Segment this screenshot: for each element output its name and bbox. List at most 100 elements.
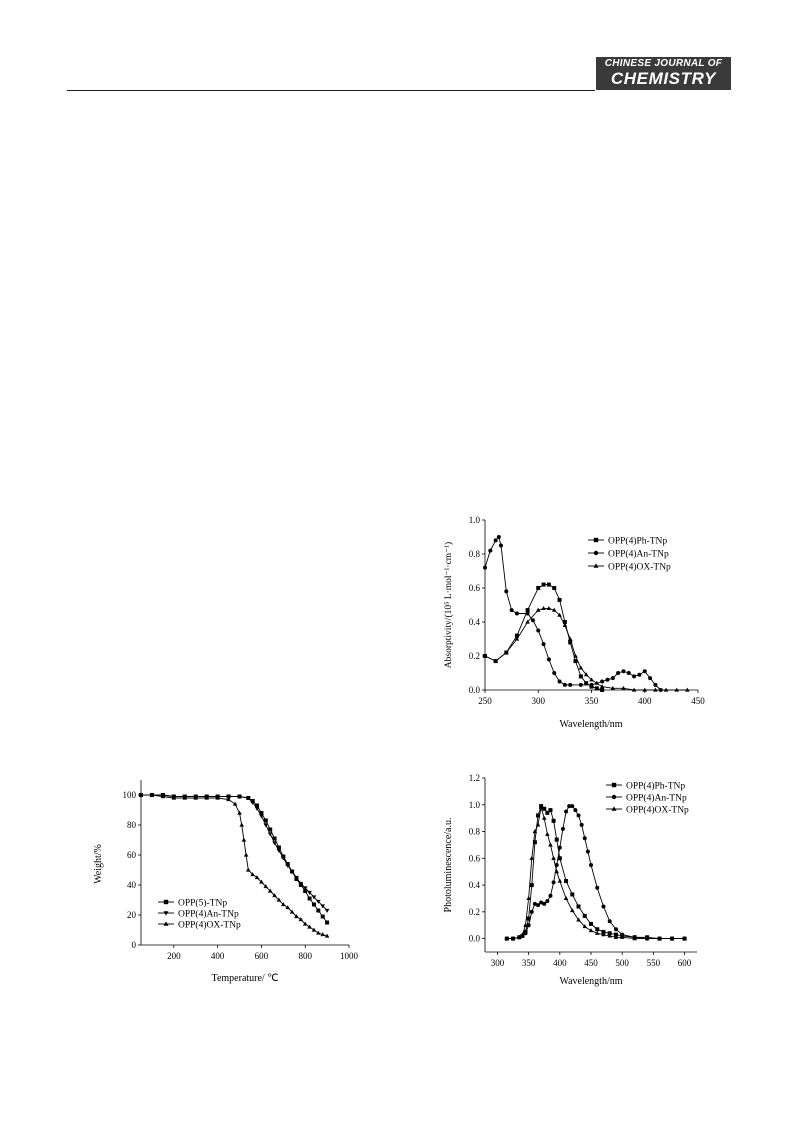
x-tick-label: 600 (678, 958, 692, 968)
data-point (160, 794, 166, 799)
data-point (302, 921, 308, 926)
data-point (272, 836, 277, 841)
data-point (578, 682, 583, 687)
legend-marker (611, 806, 617, 811)
data-point (674, 687, 679, 692)
data-point (302, 886, 308, 891)
data-point (613, 934, 619, 939)
data-point (316, 908, 321, 913)
data-point (541, 642, 546, 647)
data-point (267, 888, 273, 893)
x-tick-label: 300 (491, 958, 505, 968)
data-point (149, 792, 155, 797)
data-point (325, 920, 330, 925)
data-point (610, 676, 615, 681)
data-point (557, 878, 563, 883)
data-point (245, 796, 251, 801)
data-point (632, 674, 637, 679)
x-tick-label: 400 (211, 951, 225, 961)
data-point (605, 677, 610, 682)
data-point (589, 682, 594, 687)
data-point (595, 927, 600, 932)
data-point (542, 806, 547, 811)
data-point (239, 822, 245, 827)
data-point (669, 936, 675, 941)
data-point (532, 840, 537, 845)
data-point (642, 669, 647, 674)
data-point (245, 867, 251, 872)
x-tick-label: 200 (167, 951, 181, 961)
data-point (250, 872, 255, 877)
x-tick-label: 450 (691, 696, 705, 706)
data-point (567, 636, 573, 641)
data-point (564, 809, 569, 814)
y-axis-label: Weight/% (93, 844, 104, 884)
y-tick-label: 0.4 (469, 880, 481, 890)
legend-label: OPP(4)An-TNp (626, 793, 687, 804)
legend-marker (593, 563, 599, 568)
plot-group (482, 535, 690, 692)
data-point (601, 904, 606, 909)
x-tick-label: 400 (638, 696, 652, 706)
data-point (542, 901, 547, 906)
data-point (557, 845, 562, 850)
x-tick-label: 800 (298, 951, 312, 961)
y-tick-label: 40 (127, 880, 137, 890)
y-axis-label: Photoluminescence/a.u. (443, 818, 454, 913)
data-point (546, 582, 551, 587)
data-point (545, 899, 550, 904)
data-point (578, 674, 583, 679)
y-axis-label: Absorptivity/(10⁵ L·mol⁻¹·cm⁻¹) (443, 542, 454, 668)
x-tick-label: 450 (584, 958, 598, 968)
legend: OPP(4)Ph-TNp OPP(4)An-TNp OPP(4)OX-TNp (588, 536, 671, 573)
data-point (613, 927, 618, 932)
data-point (493, 658, 498, 663)
data-point (536, 628, 541, 633)
data-point (620, 932, 625, 937)
legend-label: OPP(5)-TNp (178, 898, 227, 909)
data-point (529, 855, 535, 860)
y-tick-label: 0.8 (469, 549, 481, 559)
legend-marker (163, 911, 169, 916)
data-point (523, 922, 528, 927)
data-point (276, 897, 282, 902)
data-point (520, 932, 525, 937)
data-point (316, 930, 321, 935)
data-point (536, 586, 541, 590)
data-point (215, 795, 220, 800)
data-point (504, 650, 509, 655)
data-point (607, 931, 612, 936)
data-point (526, 923, 531, 928)
data-point (250, 800, 255, 805)
x-tick-label: 1000 (340, 951, 359, 961)
data-point (182, 795, 188, 800)
data-point (548, 893, 553, 898)
data-point (171, 795, 177, 800)
data-point (311, 927, 317, 932)
data-point (653, 682, 658, 687)
data-point (259, 811, 264, 815)
data-point (563, 896, 569, 901)
legend-marker (593, 550, 599, 556)
data-point (545, 810, 550, 815)
data-point (621, 669, 626, 674)
data-point (523, 931, 528, 936)
journal-name-line2: CHEMISTRY (610, 69, 717, 88)
data-point (546, 657, 551, 662)
x-tick-label: 400 (553, 958, 567, 968)
data-point (281, 902, 286, 907)
data-point (557, 612, 562, 617)
y-tick-label: 80 (127, 820, 137, 830)
x-axis-label: Temperature/ ℃ (212, 973, 279, 984)
data-point (289, 909, 295, 914)
y-tick-label: 0.0 (469, 685, 481, 695)
data-point (493, 538, 498, 543)
data-point (582, 913, 587, 918)
data-point (529, 909, 534, 914)
x-tick-label: 350 (522, 958, 536, 968)
data-point (546, 606, 552, 610)
x-tick-label: 550 (647, 958, 661, 968)
data-point (595, 885, 600, 890)
legend-label: OPP(4)OX-TNp (626, 805, 689, 816)
